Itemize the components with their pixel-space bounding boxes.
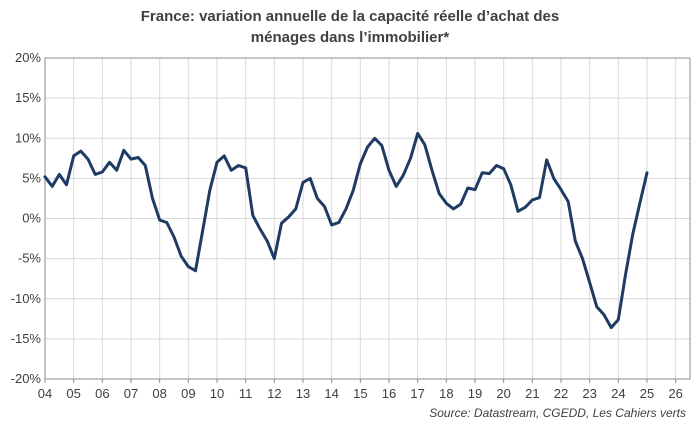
chart-title: France: variation annuelle de la capacit…	[140, 8, 560, 46]
series-layer	[43, 131, 649, 330]
axes	[44, 57, 691, 383]
x-tick-label: 22	[554, 386, 568, 401]
x-tick-label: 20	[496, 386, 510, 401]
series-line	[43, 131, 649, 330]
x-tick-label: 24	[611, 386, 625, 401]
x-tick-label: 14	[324, 386, 338, 401]
y-tick-label: 10%	[15, 130, 41, 145]
x-tick-label: 17	[410, 386, 424, 401]
x-tick-label: 07	[124, 386, 138, 401]
y-axis-tick-labels: 20% 15% 10% 5% 0% -5% -10% -15% -20%	[11, 50, 42, 386]
x-tick-label: 09	[181, 386, 195, 401]
x-tick-label: 15	[353, 386, 367, 401]
x-axis-tick-labels: 04 05 06 07 08 09 10 11 12 13 14 15 16 17 18 19 20 21 22 23…	[38, 386, 683, 401]
y-tick-label: 15%	[15, 90, 41, 105]
plot-border	[44, 57, 691, 380]
y-tick-label: 0%	[22, 211, 41, 226]
x-tick-label: 04	[38, 386, 52, 401]
source-note: Source: Datastream, CGEDD, Les Cahiers v…	[429, 406, 686, 420]
x-tick-label: 13	[296, 386, 310, 401]
x-tick-label: 10	[210, 386, 224, 401]
gridlines	[44, 57, 690, 380]
y-tick-label: -10%	[11, 291, 42, 306]
y-tick-label: -15%	[11, 331, 42, 346]
x-tick-label: 19	[468, 386, 482, 401]
x-tick-label: 16	[382, 386, 396, 401]
x-tick-label: 23	[582, 386, 596, 401]
x-tick-label: 08	[152, 386, 166, 401]
x-tick-label: 06	[95, 386, 109, 401]
y-tick-label: -5%	[18, 251, 42, 266]
y-tick-label: 20%	[15, 50, 41, 65]
y-tick-label: 5%	[22, 170, 41, 185]
x-tick-label: 11	[239, 386, 253, 401]
x-tick-label: 05	[66, 386, 80, 401]
x-tick-label: 21	[525, 386, 539, 401]
x-tick-label: 25	[640, 386, 654, 401]
x-tick-label: 12	[267, 386, 281, 401]
y-tick-label: -20%	[11, 371, 42, 386]
x-tick-label: 18	[439, 386, 453, 401]
x-tick-label: 26	[668, 386, 682, 401]
